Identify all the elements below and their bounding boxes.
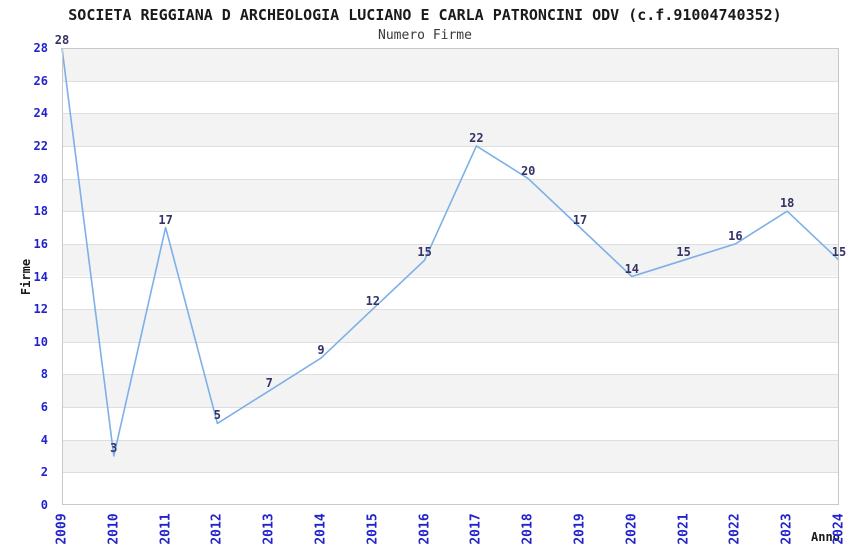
data-label: 28 <box>54 33 70 47</box>
horizontal-gridline <box>62 145 839 147</box>
x-tick-label: 2020 <box>624 513 640 545</box>
chart-title: SOCIETA REGGIANA D ARCHEOLOGIA LUCIANO E… <box>68 6 782 24</box>
data-label: 15 <box>417 245 432 260</box>
data-label: 12 <box>365 294 381 309</box>
y-tick-label: 22 <box>33 138 48 153</box>
data-label: 16 <box>728 228 743 243</box>
x-tick-label: 2023 <box>779 513 795 545</box>
x-tick-label: 2017 <box>468 513 484 545</box>
plot-band <box>62 243 839 277</box>
x-tick-label: 2010 <box>106 513 122 545</box>
data-label: 17 <box>572 212 588 227</box>
horizontal-gridline <box>62 341 839 343</box>
horizontal-gridline <box>62 374 839 376</box>
horizontal-gridline <box>62 178 839 180</box>
y-tick-label: 28 <box>33 41 48 55</box>
plot-band <box>62 113 839 146</box>
y-tick-label: 8 <box>40 367 48 382</box>
horizontal-gridline <box>62 243 839 245</box>
y-tick-label: 6 <box>40 400 48 415</box>
horizontal-gridline <box>62 276 839 278</box>
data-label: 15 <box>676 245 691 260</box>
plot-area <box>61 47 840 505</box>
plot-band <box>62 341 839 375</box>
y-tick-label: 18 <box>33 204 48 219</box>
plot-band <box>62 276 839 310</box>
data-label: 3 <box>110 441 118 456</box>
line-series <box>61 47 840 457</box>
x-tick-label: 2013 <box>261 513 277 545</box>
x-tick-label: 2009 <box>54 513 70 545</box>
horizontal-gridline <box>62 80 839 82</box>
chart-subtitle: Numero Firme <box>378 28 472 43</box>
x-tick-label: 2024 <box>831 513 847 545</box>
y-tick-label: 12 <box>33 302 48 317</box>
data-label: 14 <box>624 261 640 276</box>
x-tick-label: 2012 <box>209 513 225 545</box>
plot-band <box>62 374 839 408</box>
data-label: 7 <box>265 375 273 390</box>
horizontal-gridline <box>62 113 839 115</box>
x-tick-label: 2015 <box>365 513 381 545</box>
x-tick-label: 2016 <box>417 513 433 545</box>
horizontal-gridline <box>62 407 839 409</box>
data-label: 18 <box>779 196 795 211</box>
plot-band <box>62 145 839 179</box>
horizontal-gridline <box>62 472 839 474</box>
y-tick-label: 16 <box>33 236 48 251</box>
plot-band <box>62 211 839 244</box>
y-tick-label: 26 <box>33 73 48 88</box>
plot-band <box>62 80 839 114</box>
y-tick-label: 24 <box>33 106 48 121</box>
x-axis-title: Anno <box>811 530 840 544</box>
x-tick-label: 2022 <box>727 513 743 545</box>
y-tick-label: 4 <box>40 432 48 447</box>
y-tick-label: 2 <box>40 465 48 480</box>
horizontal-gridline <box>62 309 839 311</box>
plot-band <box>62 472 839 505</box>
data-label: 22 <box>469 130 484 145</box>
data-label: 9 <box>317 343 325 358</box>
plot-band <box>62 407 839 440</box>
x-tick-label: 2018 <box>520 513 536 545</box>
plot-band <box>62 178 839 212</box>
y-tick-label: 10 <box>33 334 48 349</box>
horizontal-gridline <box>62 211 839 213</box>
y-tick-label: 14 <box>33 269 48 284</box>
y-tick-label: 20 <box>33 171 48 186</box>
series-line <box>61 47 840 457</box>
horizontal-gridline <box>62 439 839 441</box>
x-tick-label: 2019 <box>572 513 588 545</box>
plot-band <box>62 48 839 81</box>
plot-band <box>62 439 839 473</box>
data-label: 20 <box>520 163 536 178</box>
data-label: 5 <box>213 408 222 423</box>
data-label: 17 <box>158 212 173 227</box>
y-tick-label: 0 <box>40 498 48 512</box>
x-tick-label: 2014 <box>313 513 329 545</box>
x-tick-label: 2011 <box>158 513 174 545</box>
x-tick-label: 2021 <box>676 513 692 545</box>
data-label: 15 <box>831 245 847 260</box>
